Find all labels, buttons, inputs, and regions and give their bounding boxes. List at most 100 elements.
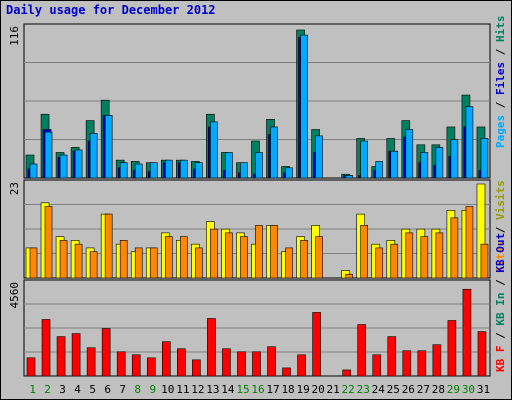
bar-pages [300,34,308,179]
bar-sites [255,225,263,279]
legend-part: KB In [494,293,507,326]
x-tick-label: 17 [266,383,279,396]
bar-sites [345,273,353,279]
x-tick-label: 23 [357,383,370,396]
bar-kb-f [312,312,321,377]
x-tick-label: 15 [236,383,249,396]
x-tick-label: 1 [29,383,36,396]
bar-kb-f [237,351,246,377]
bar-pages [225,152,233,179]
bar-kb-f [41,319,51,377]
bar-kb-f [417,350,427,377]
x-tick-label: 8 [134,383,141,396]
bar-sites [480,243,489,279]
x-tick-label: 21 [327,383,340,396]
bar-pages [149,162,158,179]
bar-sites [390,243,399,279]
bar-sites [405,232,414,279]
x-tick-label: 19 [296,383,309,396]
bar-sites [435,232,444,279]
x-tick-label: 22 [342,383,355,396]
bar-pages [315,135,323,179]
bar-sites [195,247,203,279]
bar-pages [435,147,444,179]
y-max-label: 4560 [8,282,21,309]
bar-sites [59,240,68,279]
legend-part: Pages [494,115,507,148]
bar-sites [315,236,323,279]
bar-pages [104,115,113,179]
bar-pages [405,129,414,179]
legend-part: Files [494,62,507,95]
bar-pages [480,138,489,179]
bar-kb-f [447,320,457,377]
bar-sites [180,236,188,279]
bar-kb-f [101,328,111,377]
bar-sites [44,206,53,279]
bar-sites [134,247,143,279]
x-tick-label: 31 [477,383,490,396]
legend-part: / [494,326,507,346]
bar-pages [44,131,53,179]
x-tick-label: 13 [206,383,219,396]
chart-title: Daily usage for December 2012 [6,3,216,17]
x-tick-label: 30 [462,383,475,396]
bar-kb-f [252,351,261,377]
x-tick-label: 14 [221,383,235,396]
bar-pages [465,106,474,179]
bar-kb-f [477,331,487,377]
bar-kb-f [432,344,442,377]
bar-pages [360,140,369,179]
bar-pages [420,152,429,179]
bar-kb-f [116,351,126,377]
x-tick-label: 29 [447,383,460,396]
bar-kb-f [222,348,231,377]
x-tick-label: 25 [387,383,400,396]
bar-kb-f [131,354,141,377]
bar-pages [270,126,278,179]
bar-pages [29,163,38,179]
bar-sites [74,243,83,279]
x-tick-label: 20 [312,383,325,396]
x-tick-label: 3 [59,383,66,396]
legend-part: Visits [494,180,507,220]
x-tick-label: 9 [149,383,156,396]
bar-pages [164,159,173,179]
bar-pages [195,162,203,179]
bar-kb-f [86,347,96,377]
x-tick-label: 6 [104,383,111,396]
bar-sites [89,251,98,279]
legend-label: Sites / Visits [494,180,507,273]
legend-part: / [494,95,507,115]
y-max-label: 116 [8,26,21,46]
bar-sites [29,247,38,279]
legend-part: KB F [494,346,507,373]
bar-sites [225,232,233,279]
x-tick-label: 5 [89,383,96,396]
bar-sites [465,206,474,279]
x-tick-label: 28 [432,383,445,396]
x-tick-label: 11 [176,383,189,396]
bar-pages [119,162,128,179]
x-tick-label: 26 [402,383,415,396]
bar-kb-f [267,346,276,377]
bar-sites [285,247,293,279]
bar-sites [450,217,459,279]
bar-kb-f [372,354,382,377]
bar-sites [300,240,308,279]
legend-part: KB Out [494,233,507,273]
bar-kb-f [357,324,367,377]
x-tick-label: 12 [191,383,204,396]
bar-kb-f [462,288,472,377]
legend-part: / [494,42,507,62]
bar-pages [134,163,143,179]
bar-sites [420,236,429,279]
bar-kb-f [71,333,81,377]
bar-sites [270,225,278,279]
bar-kb-f [177,348,186,377]
bar-pages [89,133,98,179]
bar-pages [59,154,68,179]
x-tick-label: 18 [281,383,294,396]
bar-pages [74,149,83,179]
